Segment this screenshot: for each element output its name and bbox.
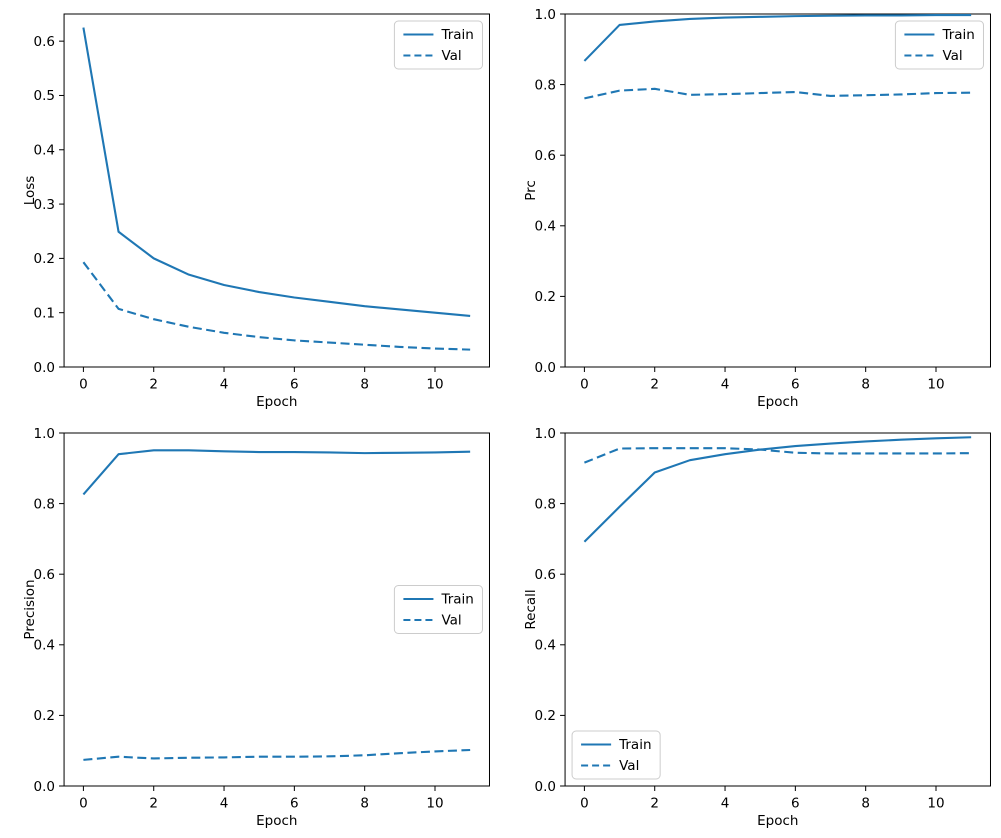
y-tick-label: 0.0 [34, 360, 55, 376]
x-tick-label: 2 [149, 796, 158, 812]
x-tick-label: 8 [360, 377, 369, 393]
val-line [82, 261, 471, 351]
y-tick-label: 0.0 [534, 779, 555, 795]
y-axis-label: Prc [523, 180, 539, 201]
y-tick-label: 0.4 [34, 638, 55, 654]
x-tick-label: 4 [220, 377, 229, 393]
plot-frame [564, 13, 991, 368]
prc-chart: 0 2 4 6 8 10 0.0 0.2 0.4 0.6 0.8 1.0 Epoch Prc Train Va… [523, 7, 991, 410]
y-tick-label: 0.0 [534, 360, 555, 376]
y-tick-label: 0.8 [34, 496, 55, 512]
y-tick-label: 0.2 [534, 708, 555, 724]
legend: Train Val [393, 20, 483, 70]
plot-frame [63, 432, 490, 787]
y-tick-label: 1.0 [534, 426, 555, 442]
train-line [82, 449, 471, 496]
x-tick-label: 6 [791, 377, 800, 393]
x-tick-label: 6 [791, 796, 800, 812]
y-tick-label: 0.4 [534, 638, 555, 654]
plot-frame [63, 13, 490, 368]
y-axis-label: Precision [22, 579, 38, 639]
precision-chart: 0 2 4 6 8 10 0.0 0.2 0.4 0.6 0.8 1.0 Epoch Precision T… [22, 426, 490, 829]
y-tick-label: 0.4 [34, 143, 55, 159]
y-tick-label: 0.3 [34, 197, 55, 213]
y-tick-label: 0.2 [34, 708, 55, 724]
legend-val-label: Val [441, 48, 461, 64]
x-tick-label: 6 [290, 377, 299, 393]
legend-box [894, 20, 984, 70]
y-tick-label: 0.5 [34, 88, 55, 104]
y-tick-label: 0.0 [34, 779, 55, 795]
x-tick-label: 8 [861, 377, 870, 393]
legend-box [393, 585, 483, 634]
x-axis-label: Epoch [256, 813, 297, 829]
legend-val-label: Val [441, 613, 461, 629]
legend-box [393, 20, 483, 70]
train-line [82, 27, 471, 317]
y-tick-label: 0.6 [534, 567, 555, 583]
x-tick-label: 4 [720, 377, 729, 393]
x-axis-label: Epoch [757, 394, 798, 410]
y-tick-label: 0.8 [534, 77, 555, 93]
y-tick-label: 0.6 [34, 567, 55, 583]
y-tick-label: 0.6 [534, 148, 555, 164]
legend: Train Val [894, 20, 984, 70]
y-tick-label: 0.2 [34, 251, 55, 267]
val-line [83, 748, 471, 761]
x-axis-label: Epoch [757, 813, 798, 829]
x-tick-label: 8 [861, 796, 870, 812]
x-tick-label: 8 [360, 796, 369, 812]
x-tick-label: 10 [927, 377, 944, 393]
x-tick-label: 6 [290, 796, 299, 812]
x-tick-label: 10 [426, 377, 443, 393]
legend-train-label: Train [440, 592, 473, 608]
legend: Train Val [571, 730, 661, 780]
recall-chart: 0 2 4 6 8 10 0.0 0.2 0.4 0.6 0.8 1.0 Epoch Recall Trai… [523, 426, 991, 829]
loss-chart: 0 2 4 6 8 10 0.0 0.1 0.2 0.3 0.4 0.5 0.6 Epoch Loss Tra… [22, 13, 490, 410]
train-line [583, 436, 971, 543]
legend-train-label: Train [618, 737, 651, 753]
y-tick-label: 0.1 [34, 305, 55, 321]
legend-train-label: Train [440, 27, 473, 43]
x-tick-label: 10 [426, 796, 443, 812]
y-axis-label: Recall [523, 589, 539, 629]
legend-train-label: Train [941, 27, 974, 43]
y-tick-label: 0.8 [534, 496, 555, 512]
x-tick-label: 2 [650, 796, 659, 812]
x-axis-label: Epoch [256, 394, 297, 410]
x-tick-label: 0 [580, 377, 589, 393]
x-tick-label: 0 [580, 796, 589, 812]
legend-val-label: Val [619, 758, 639, 774]
legend: Train Val [393, 585, 483, 634]
y-tick-label: 0.6 [34, 34, 55, 50]
y-tick-label: 0.4 [534, 219, 555, 235]
plot-frame [564, 432, 991, 787]
y-tick-label: 1.0 [34, 426, 55, 442]
legend-val-label: Val [942, 48, 962, 64]
x-tick-label: 0 [79, 796, 88, 812]
x-tick-label: 2 [650, 377, 659, 393]
legend-box [571, 730, 661, 780]
y-tick-label: 0.2 [534, 289, 555, 305]
x-tick-label: 4 [220, 796, 229, 812]
val-line [583, 447, 971, 464]
x-tick-label: 0 [79, 377, 88, 393]
x-tick-label: 2 [149, 377, 158, 393]
x-tick-label: 4 [720, 796, 729, 812]
train-line [583, 14, 971, 62]
y-axis-label: Loss [22, 176, 38, 206]
y-tick-label: 1.0 [534, 7, 555, 23]
x-tick-label: 10 [927, 796, 944, 812]
val-line [583, 87, 971, 100]
